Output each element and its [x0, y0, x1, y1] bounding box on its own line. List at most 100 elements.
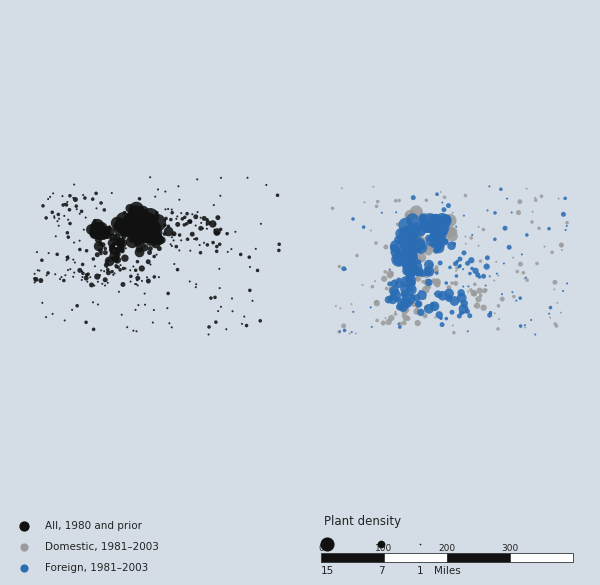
Point — [447, 278, 457, 288]
Point — [395, 253, 405, 263]
Point — [444, 294, 454, 303]
Point — [143, 235, 152, 245]
Point — [95, 228, 104, 237]
Point — [172, 212, 182, 221]
Point — [145, 248, 154, 257]
Point — [424, 220, 433, 229]
Point — [209, 201, 218, 210]
Point — [134, 230, 144, 240]
Point — [185, 217, 195, 226]
Point — [442, 314, 451, 324]
Point — [96, 223, 106, 232]
Point — [389, 286, 399, 295]
Point — [130, 228, 139, 237]
Point — [395, 250, 404, 259]
Point — [433, 280, 442, 289]
Point — [107, 243, 116, 252]
Point — [534, 223, 544, 233]
Point — [439, 205, 449, 214]
Point — [167, 205, 176, 214]
Point — [496, 184, 506, 194]
Point — [406, 275, 415, 284]
Point — [516, 321, 526, 331]
Point — [139, 219, 149, 229]
Point — [33, 266, 43, 275]
Point — [136, 225, 145, 235]
Point — [148, 220, 157, 229]
Point — [423, 223, 433, 233]
Point — [65, 219, 75, 228]
Point — [167, 242, 176, 251]
Point — [421, 222, 431, 232]
Point — [116, 260, 125, 270]
Point — [452, 271, 461, 281]
Point — [53, 210, 63, 219]
Point — [61, 270, 70, 280]
Point — [558, 286, 568, 295]
Point — [335, 304, 345, 313]
Point — [139, 226, 149, 236]
Point — [191, 212, 200, 222]
Point — [62, 200, 71, 209]
Point — [146, 229, 155, 238]
Point — [42, 271, 52, 280]
Point — [107, 267, 117, 276]
Point — [133, 223, 142, 233]
Point — [128, 219, 137, 229]
Point — [141, 232, 151, 242]
Point — [212, 228, 221, 238]
Point — [130, 228, 140, 237]
Point — [380, 267, 390, 277]
Point — [438, 226, 448, 236]
Point — [122, 223, 132, 233]
Point — [138, 225, 148, 234]
Point — [38, 298, 47, 308]
Point — [408, 239, 418, 248]
Point — [106, 242, 116, 252]
Point — [82, 273, 91, 283]
Point — [145, 232, 155, 241]
Point — [97, 227, 106, 236]
Point — [67, 305, 77, 315]
Point — [408, 249, 418, 259]
Text: 1: 1 — [416, 566, 424, 576]
Point — [213, 307, 223, 316]
Point — [112, 245, 121, 254]
Point — [437, 240, 446, 250]
Point — [424, 267, 434, 276]
Point — [430, 216, 440, 225]
Point — [490, 208, 500, 218]
Point — [430, 219, 439, 229]
Point — [131, 280, 141, 289]
Point — [408, 292, 418, 301]
Point — [401, 251, 411, 260]
Point — [94, 226, 104, 236]
Point — [135, 231, 145, 240]
Point — [391, 277, 401, 286]
Point — [400, 289, 409, 298]
Point — [412, 235, 422, 244]
Point — [394, 254, 404, 264]
Point — [335, 327, 345, 336]
Point — [223, 247, 233, 257]
Point — [145, 238, 155, 247]
Point — [438, 228, 448, 237]
Point — [562, 221, 572, 230]
Bar — [384, 553, 447, 562]
Point — [75, 245, 85, 254]
Point — [131, 229, 141, 238]
Point — [511, 296, 521, 305]
Point — [433, 276, 442, 285]
Point — [137, 229, 147, 238]
Point — [151, 228, 160, 237]
Point — [139, 230, 148, 239]
Point — [153, 234, 163, 243]
Point — [86, 225, 96, 234]
Point — [412, 269, 421, 278]
Point — [131, 266, 140, 275]
Point — [216, 173, 226, 183]
Point — [561, 225, 571, 235]
Point — [408, 243, 418, 252]
Point — [167, 230, 177, 239]
Point — [407, 254, 417, 264]
